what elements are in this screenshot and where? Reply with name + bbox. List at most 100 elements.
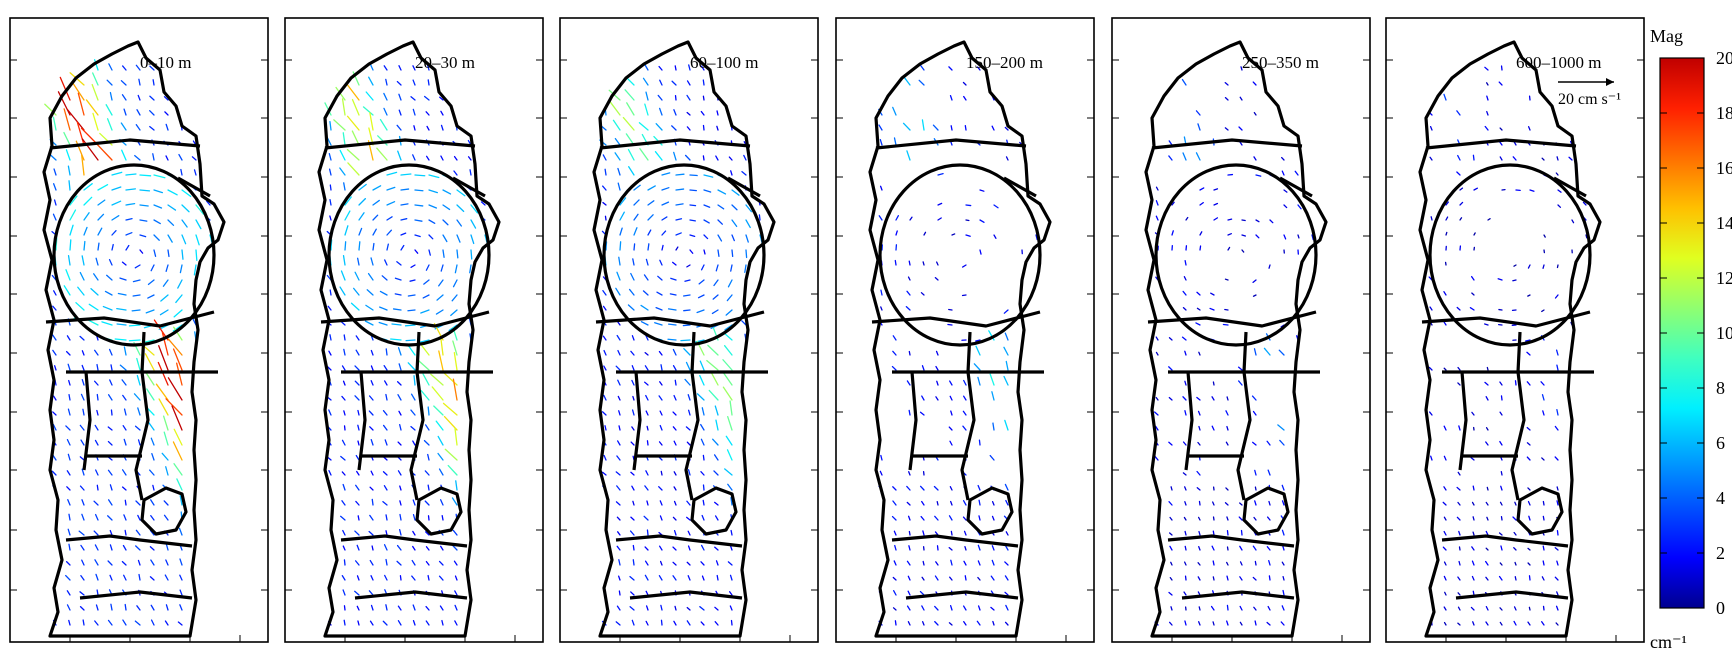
- vector-arrow: [657, 275, 663, 281]
- vector-arrow: [893, 590, 897, 596]
- vector-arrow: [630, 471, 635, 476]
- vector-arrow: [644, 546, 649, 551]
- vector-arrow: [357, 620, 360, 626]
- vector-arrow: [908, 260, 911, 266]
- vector-arrow: [410, 96, 416, 101]
- vector-arrow: [989, 373, 995, 386]
- region-boundary: [134, 331, 150, 501]
- panel-title: 20–30 m: [415, 53, 475, 72]
- vector-arrow: [1226, 425, 1229, 431]
- vector-arrow: [1499, 156, 1503, 161]
- vector-arrow: [892, 607, 897, 611]
- vector-arrow: [435, 309, 444, 315]
- vector-arrow: [658, 395, 663, 401]
- region-boundary: [960, 331, 976, 501]
- vector-arrow: [1281, 170, 1285, 176]
- vector-arrow: [672, 411, 677, 416]
- vector-arrow: [672, 575, 677, 581]
- vector-arrow: [340, 455, 346, 461]
- vector-arrow: [1556, 560, 1559, 566]
- vector-arrow: [178, 153, 183, 161]
- vector-arrow: [1498, 575, 1503, 581]
- vector-arrow: [647, 229, 652, 236]
- vector-arrow: [397, 347, 402, 356]
- vector-arrow: [671, 125, 677, 131]
- eddy-region-boundary: [602, 163, 766, 347]
- vector-arrow: [629, 606, 635, 611]
- vector-arrow: [65, 350, 71, 356]
- vector-arrow: [1556, 264, 1559, 269]
- vector-arrow: [111, 171, 123, 176]
- vector-arrow: [685, 361, 691, 371]
- vector-arrow: [444, 448, 458, 461]
- vector-arrow: [81, 468, 85, 476]
- vector-arrow: [1184, 501, 1187, 506]
- vector-arrow: [1155, 351, 1159, 356]
- vector-arrow: [121, 261, 127, 266]
- vector-arrow: [171, 405, 183, 431]
- vector-arrow: [111, 215, 120, 221]
- vector-arrow: [328, 409, 332, 416]
- vector-arrow: [1005, 499, 1009, 506]
- vector-arrow: [124, 499, 127, 506]
- vector-arrow: [1443, 606, 1447, 611]
- vector-arrow: [158, 345, 169, 371]
- vector-arrow: [645, 620, 649, 626]
- vector-arrow: [711, 309, 719, 315]
- vector-arrow: [67, 453, 71, 461]
- vector-arrow: [93, 500, 99, 506]
- vector-arrow: [601, 411, 607, 416]
- vector-arrow: [618, 575, 621, 581]
- vector-arrow: [661, 172, 671, 176]
- vector-arrow: [1212, 501, 1215, 506]
- vector-arrow: [671, 80, 677, 86]
- region-boundary: [1553, 176, 1587, 198]
- region-boundary: [1181, 590, 1295, 600]
- vector-arrow: [356, 544, 360, 551]
- vector-arrow: [69, 209, 77, 221]
- vector-arrow: [627, 148, 635, 161]
- vector-arrow: [193, 264, 197, 276]
- vector-arrow: [425, 111, 430, 116]
- vector-arrow: [1556, 530, 1559, 536]
- vector-arrow: [177, 279, 183, 289]
- vector-arrow: [700, 264, 705, 271]
- vector-arrow: [950, 559, 953, 566]
- vector-arrow: [675, 203, 684, 206]
- vector-arrow: [1555, 172, 1559, 176]
- vector-arrow: [79, 605, 85, 611]
- vector-arrow: [920, 515, 925, 521]
- vector-arrow: [1196, 291, 1201, 296]
- vector-arrow: [1182, 472, 1187, 476]
- vector-arrow: [713, 454, 719, 461]
- vector-arrow: [152, 153, 155, 161]
- vector-arrow: [356, 605, 360, 611]
- vector-arrow: [630, 516, 635, 521]
- vector-arrow: [975, 345, 981, 356]
- vector-arrow: [949, 576, 953, 581]
- vector-arrow: [978, 499, 981, 506]
- vector-arrow: [94, 380, 99, 386]
- vector-arrow: [354, 271, 360, 281]
- vector-arrow: [602, 290, 607, 296]
- vector-arrow: [455, 480, 458, 491]
- vector-arrow: [1443, 367, 1447, 371]
- vector-arrow: [153, 204, 163, 209]
- vector-arrow: [1556, 364, 1559, 371]
- vector-arrow: [700, 621, 705, 626]
- vector-arrow: [447, 464, 458, 476]
- vector-arrow: [1513, 606, 1517, 611]
- vector-arrow: [713, 470, 719, 476]
- vector-arrow: [139, 219, 148, 222]
- vector-arrow: [617, 379, 621, 386]
- region-boundary: [1455, 590, 1569, 600]
- scale-arrow-group: 20 cm s⁻¹: [1558, 78, 1621, 108]
- vector-arrow: [410, 264, 416, 269]
- vector-arrow: [175, 294, 183, 304]
- vector-arrow: [1254, 560, 1257, 566]
- vector-arrow: [660, 470, 663, 476]
- vector-arrow: [701, 575, 705, 581]
- vector-arrow: [616, 545, 621, 551]
- vector-arrow: [1212, 530, 1215, 536]
- vector-arrow: [1198, 546, 1201, 551]
